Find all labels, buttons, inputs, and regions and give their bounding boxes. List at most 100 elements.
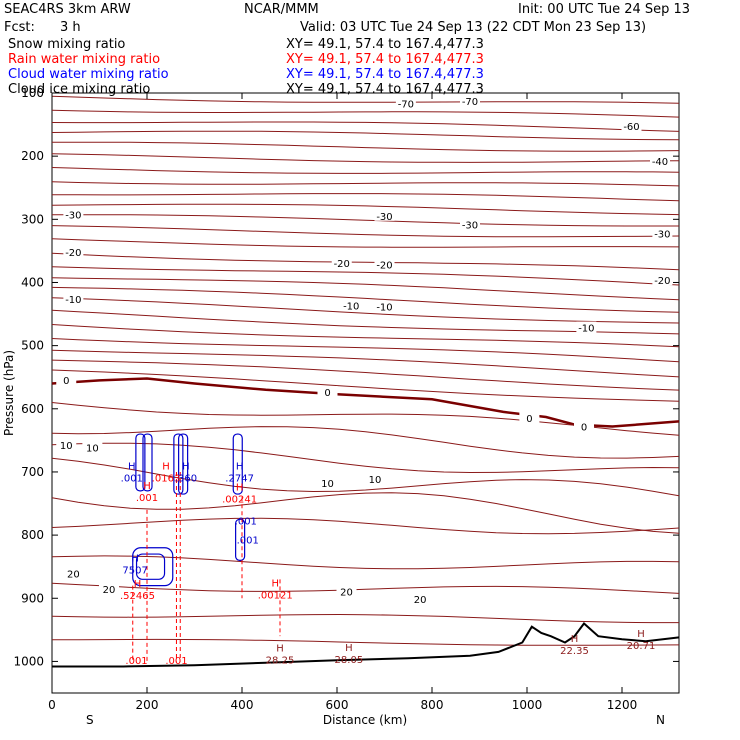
temperature-contour [51,613,679,624]
temperature-contour [51,338,680,363]
temperature-contour [51,203,680,216]
high-value: .0163 [152,474,181,485]
contour-label: 0 [581,423,587,434]
contour-label-bg [317,476,338,488]
x-tick-label: 600 [326,698,349,712]
high-marker: H [637,629,645,640]
contour-label: 10 [86,444,99,455]
contour-labels: -70 -70 -60 -40 -30 -30 -30 -30 -20 -20 -20 -20 -10 -… [56,94,673,606]
temperature-contour [51,153,680,163]
high-marker: H [236,482,244,493]
high-value: .001 [235,516,257,527]
cloud-water-contour [132,547,174,587]
y-tick-label: 100 [21,86,44,100]
high-value: .2747 [225,474,254,485]
cloud-water-contour [232,433,243,495]
contour-label-bg [63,567,84,579]
contour-label: -20 [376,260,392,271]
temperature-contour [51,457,680,497]
contour-label-bg [56,439,77,451]
direction-north: N [656,713,665,727]
temperature-contour [51,638,680,646]
contour-label-bg [336,585,357,597]
rain-min-label: .001 [165,656,187,667]
high-marker: H [276,643,284,654]
y-tick-label: 800 [21,528,44,542]
temperature-contour [51,369,680,402]
cloud-water-contour [135,553,166,580]
y-tick-label: 1000 [13,654,44,668]
contour-label-bg [63,245,84,257]
cloud-water-contour [173,433,184,495]
temperature-contour [51,324,680,348]
contour-label-bg [621,120,642,132]
y-tick-label: 300 [21,212,44,226]
high-marker: H [236,462,244,473]
cloud-contours [132,433,281,662]
header: SEAC4RS 3km ARW NCAR/MMM Init: 00 UTC Tu… [4,2,690,97]
rain-min-label: .001 [125,656,147,667]
contour-label: -10 [376,303,392,314]
high-value: 22.35 [560,646,589,657]
x-tick-label: 800 [421,698,444,712]
temperature-contour [51,555,680,570]
contour-label-bg [652,274,673,286]
terrain-line [52,622,680,668]
x-tick-label: 400 [231,698,254,712]
contour-label: 20 [67,569,80,580]
temperature-contour [51,309,680,335]
temperature-contour [51,266,680,286]
contour-label-bg [317,386,338,397]
contour-label-bg [365,473,385,485]
temperature-contour [51,492,680,534]
y-tick-label: 500 [21,339,44,353]
contour-label-bg [374,209,395,221]
contour-label: -30 [654,229,670,240]
center-name: NCAR/MMM [244,2,319,17]
field-snow-xy: XY= 49.1, 57.4 to 167.4,477.3 [286,37,484,52]
x-tick-label: 200 [136,698,159,712]
contour-label: -10 [343,301,359,312]
field-rain-xy: XY= 49.1, 57.4 to 167.4,477.3 [286,52,484,67]
contour-label-bg [63,208,84,220]
field-cloudwater-name: Cloud water mixing ratio [8,67,169,82]
high-value: .360 [175,474,197,485]
high-marker: H [345,643,353,654]
contour-label: -60 [623,122,639,133]
temperature-contour [51,442,680,474]
valid-time: Valid: 03 UTC Tue 24 Sep 13 (22 CDT Mon … [300,20,646,35]
contour-label-bg [374,300,395,312]
x-tick-label: 1000 [512,698,543,712]
x-tick-label: 1200 [607,698,638,712]
x-tick-label: 0 [48,698,56,712]
terrain-path [52,622,680,668]
y-tick-label: 700 [21,465,44,479]
y-tick-label: 600 [21,402,44,416]
high-marker: H [131,554,139,565]
high-marker: H [143,481,151,492]
model-title: SEAC4RS 3km ARW [4,2,131,17]
contour-label: -70 [398,99,414,110]
y-tick-label: 200 [21,149,44,163]
high-value: .001 [237,535,259,546]
contour-label-bg [99,583,119,595]
contour-label: 20 [414,595,427,606]
temperature-contours [51,95,680,646]
contour-label-bg [650,154,670,166]
contour-label-bg [56,374,77,385]
high-value: .00241 [222,494,257,505]
temperature-contour [51,121,680,132]
contour-label: -20 [65,248,81,259]
contour-label-bg [82,441,103,453]
y-axis-label: Pressure (hPa) [2,350,16,436]
y-tick-label: 900 [21,591,44,605]
high-marker: H [134,579,142,590]
contour-label-bg [460,94,480,106]
field-cloudice-xy: XY= 49.1, 57.4 to 167.4,477.3 [286,82,484,97]
cloud-water-contour [135,433,146,492]
contour-label: 20 [103,585,116,596]
axes: 0 200 400 600 800 1000 12001002003004005006007… [13,86,679,712]
contour-label: -30 [376,212,392,223]
direction-south: S [86,713,94,727]
